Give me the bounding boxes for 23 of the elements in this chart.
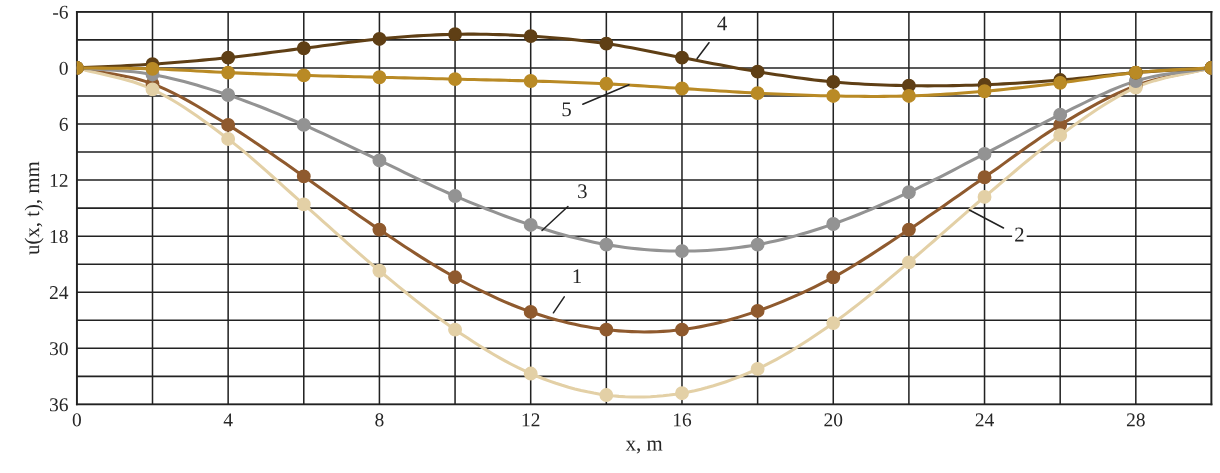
- annotation: 3: [578, 184, 587, 199]
- y-tick-label: -6: [53, 5, 68, 19]
- annotation: 2: [1015, 227, 1024, 242]
- y-tick-label: 0: [59, 61, 68, 75]
- y-tick-label: 36: [50, 398, 68, 412]
- x-tick-label: 20: [824, 413, 843, 427]
- y-tick-label: 6: [59, 117, 68, 131]
- y-tick-label: 18: [50, 229, 68, 244]
- x-tick-label: 28: [1126, 413, 1145, 427]
- annotation: 5: [562, 102, 571, 117]
- x-axis-title: x, m: [625, 440, 663, 454]
- x-tick-label: 8: [375, 413, 384, 427]
- x-tick-label: 4: [223, 413, 233, 427]
- x-tick-label: 24: [975, 413, 994, 427]
- annotation: 1: [573, 269, 581, 284]
- x-tick-label: 12: [522, 413, 540, 427]
- annotation: 4: [717, 16, 727, 31]
- y-tick-label: 30: [50, 342, 68, 356]
- y-tick-label: 12: [50, 173, 68, 187]
- y-axis-title: u(x, t), mm: [24, 161, 44, 255]
- y-tick-label: 24: [49, 286, 69, 299]
- x-tick-label: 0: [72, 413, 81, 427]
- x-tick-label: 16: [673, 413, 692, 427]
